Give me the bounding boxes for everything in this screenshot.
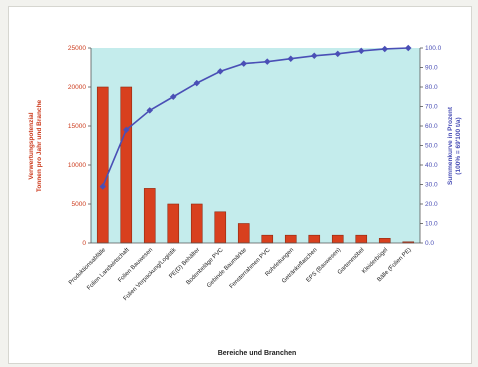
cumulative-point (216, 68, 224, 75)
plot-area (91, 48, 420, 243)
y2-tick-label: 70.0 (425, 104, 438, 111)
bar (120, 86, 133, 244)
cumulative-line (102, 47, 409, 187)
y2-tick-label: 0.0 (425, 240, 434, 247)
cumulative-point (122, 126, 130, 134)
y2-tick-label: 100.0 (425, 45, 442, 52)
bar (284, 234, 297, 244)
cumulative-point (240, 60, 248, 67)
bar (261, 234, 274, 244)
bar (214, 211, 227, 244)
y2-tick-label: 90.0 (425, 65, 438, 72)
bar (190, 203, 203, 244)
axis-label-line: (100% = 69'100 t/a) (455, 117, 462, 174)
x-tick-label: Fensterrahmen PVC (229, 247, 272, 290)
y-tick-label: 0 (82, 240, 86, 247)
bar (308, 234, 321, 244)
y-tick-label: 10000 (68, 162, 86, 169)
bar (143, 188, 156, 244)
cumulative-point (169, 93, 177, 101)
x-tick-label: Gebinde Baumärkte (206, 247, 248, 289)
y2-tick-label: 80.0 (425, 84, 438, 91)
bar (96, 86, 109, 244)
y2-tick-label: 20.0 (425, 201, 438, 208)
bar (331, 234, 344, 244)
y-tick-label: 15000 (68, 123, 86, 130)
bar (167, 203, 180, 244)
bar (355, 234, 368, 244)
x-tick-label: Folien Landwirtschaft (86, 247, 131, 292)
left-axis: 0 5000 10000 15000 20000 25000 (68, 45, 420, 247)
x-axis-label: Bereiche und Branchen (218, 350, 297, 357)
cumulative-point (146, 107, 154, 114)
y-tick-label: 25000 (68, 45, 86, 52)
cumulative-point (193, 79, 201, 87)
y2-axis-label: Summenkurve in Prozent(100% = 69'100 t/a… (447, 106, 462, 185)
y-tick-label: 20000 (68, 84, 86, 91)
bar (378, 238, 391, 244)
axis-label-line: Summenkurve in Prozent (447, 106, 454, 185)
y2-tick-label: 50.0 (425, 143, 438, 150)
y-tick-label: 5000 (72, 201, 87, 208)
axis-label-line: Tonnen pro Jahr und Branche (36, 99, 43, 192)
y-axis-label: VerwertungspotenzialTonnen pro Jahr und … (28, 99, 43, 192)
bar (237, 223, 250, 244)
y2-tick-label: 10.0 (425, 221, 438, 228)
cumulative-point (99, 183, 107, 190)
axis-label-line: Verwertungspotenzial (28, 112, 35, 179)
y2-tick-label: 30.0 (425, 182, 438, 189)
y2-tick-label: 40.0 (425, 162, 438, 169)
right-axis: 0.0 10.0 20.0 30.0 40.0 50.0 60.0 70.0 80.0 90.0 1… (419, 45, 442, 247)
y2-tick-label: 60.0 (425, 123, 438, 130)
